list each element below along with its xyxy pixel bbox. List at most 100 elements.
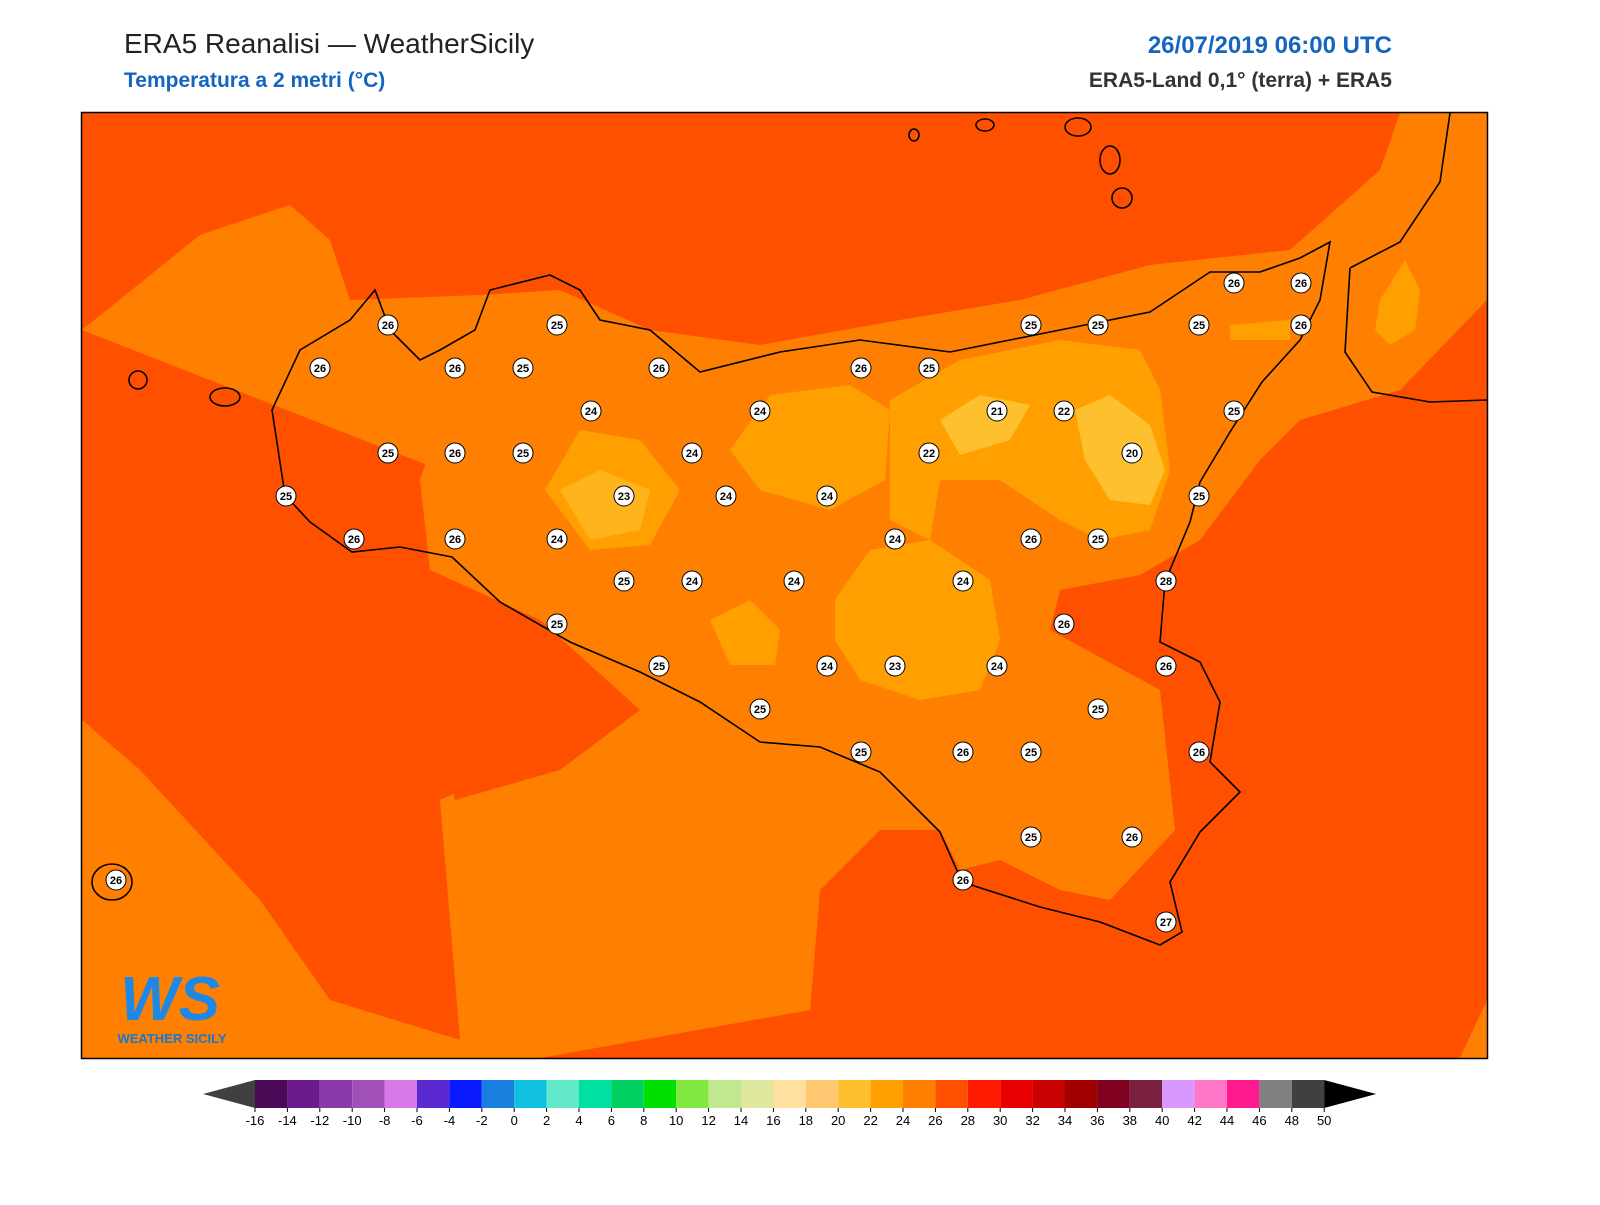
station-value: 25 [1193, 491, 1205, 503]
station-marker [444, 528, 466, 550]
colorbar-box [579, 1080, 612, 1108]
colorbar-box [384, 1080, 417, 1108]
colorbar-tick-label: 14 [734, 1113, 748, 1128]
colorbar-tick-label: 44 [1220, 1113, 1234, 1128]
colorbar-box [967, 1080, 1001, 1108]
colorbar-box [255, 1080, 288, 1108]
station: 26 [850, 357, 872, 379]
station: 25 [613, 570, 635, 592]
station-value: 25 [551, 619, 563, 631]
station: 25 [1087, 698, 1109, 720]
station-value: 24 [686, 448, 699, 460]
colorbar-box [838, 1080, 871, 1108]
colorbar: -16 -14 -12 -10 -8 -6 -4 -2 0 2 4 6 8 10 12 14 16 18 20 22 2… [203, 1080, 1377, 1128]
colorbar-tick-label: 30 [993, 1113, 1007, 1128]
station-marker [1020, 314, 1042, 336]
temperature-field [82, 113, 1487, 1058]
station-value: 25 [1025, 747, 1037, 759]
map-frame [80, 111, 1489, 1060]
station-marker [1053, 613, 1075, 635]
station-marker [681, 442, 703, 464]
station-marker [952, 570, 974, 592]
station-marker [952, 741, 974, 763]
colorbar-tick-label: 34 [1058, 1113, 1072, 1128]
title: ERA5 Reanalisi — WeatherSicily [124, 28, 534, 59]
colorbar-box [773, 1080, 806, 1108]
station-value: 26 [449, 448, 461, 460]
station-marker [1053, 400, 1075, 422]
station-value: 25 [517, 363, 529, 375]
station: 26 [1053, 613, 1075, 635]
station-marker [1087, 528, 1109, 550]
colorbar-under [203, 1080, 255, 1108]
station: 24 [681, 570, 703, 592]
coastline [91, 113, 1487, 946]
station: 25 [546, 613, 568, 635]
station-marker [1087, 698, 1109, 720]
station: 24 [952, 570, 974, 592]
station-value: 24 [821, 661, 834, 673]
colorbar-tick-label: -12 [310, 1113, 329, 1128]
station-marker [1155, 570, 1177, 592]
station-marker [986, 400, 1008, 422]
station-marker [749, 400, 771, 422]
colorbar-box [1162, 1080, 1195, 1108]
station-marker [884, 528, 906, 550]
station: 26 [1121, 826, 1143, 848]
colorbar-tick-label: 50 [1317, 1113, 1331, 1128]
station: 23 [613, 485, 635, 507]
colorbar-box [805, 1080, 839, 1108]
station: 26 [1020, 528, 1042, 550]
station-marker [749, 698, 771, 720]
colorbar-box [481, 1080, 515, 1108]
station-marker [613, 570, 635, 592]
colorbar-box [1259, 1080, 1292, 1108]
station-value: 22 [923, 448, 935, 460]
station-marker [681, 570, 703, 592]
station-marker [952, 869, 974, 891]
station-value: 25 [1092, 534, 1104, 546]
station: 26 [1223, 272, 1245, 294]
station: 24 [816, 655, 838, 677]
source: ERA5-Land 0,1° (terra) + ERA5 [1089, 69, 1392, 92]
station-marker [580, 400, 602, 422]
station: 24 [715, 485, 737, 507]
colorbar-box [1129, 1080, 1163, 1108]
colorbar-tick-label: -14 [278, 1113, 297, 1128]
station-value: 25 [382, 448, 394, 460]
colorbar-tick-label: 22 [863, 1113, 877, 1128]
station-value: 24 [585, 406, 598, 418]
station: 25 [1020, 826, 1042, 848]
station: 26 [444, 442, 466, 464]
station-marker [918, 357, 940, 379]
colorbar-tick-label: 4 [575, 1113, 582, 1128]
station-value: 26 [1193, 747, 1205, 759]
station-marker [884, 655, 906, 677]
station: 26 [309, 357, 331, 379]
colorbar-box [1065, 1080, 1098, 1108]
station: 26 [444, 357, 466, 379]
station-value: 26 [1228, 278, 1240, 290]
station-marker [816, 485, 838, 507]
station-marker [1223, 272, 1245, 294]
station-marker [1121, 442, 1143, 464]
colorbar-tick-label: 48 [1285, 1113, 1299, 1128]
station-value: 24 [754, 406, 767, 418]
station: 27 [1155, 911, 1177, 933]
colorbar-tick-label: 12 [701, 1113, 715, 1128]
station-value: 27 [1160, 917, 1172, 929]
station-value: 20 [1126, 448, 1138, 460]
colorbar-box [1291, 1080, 1325, 1108]
station-value: 26 [449, 363, 461, 375]
colorbar-box [449, 1080, 482, 1108]
station-value: 25 [1025, 320, 1037, 332]
colorbar-tick-label: -2 [476, 1113, 488, 1128]
colorbar-tick-label: 40 [1155, 1113, 1169, 1128]
colorbar-box [417, 1080, 450, 1108]
station: 22 [918, 442, 940, 464]
station: 26 [377, 314, 399, 336]
station-marker [1087, 314, 1109, 336]
station: 28 [1155, 570, 1177, 592]
station-value: 24 [551, 534, 564, 546]
